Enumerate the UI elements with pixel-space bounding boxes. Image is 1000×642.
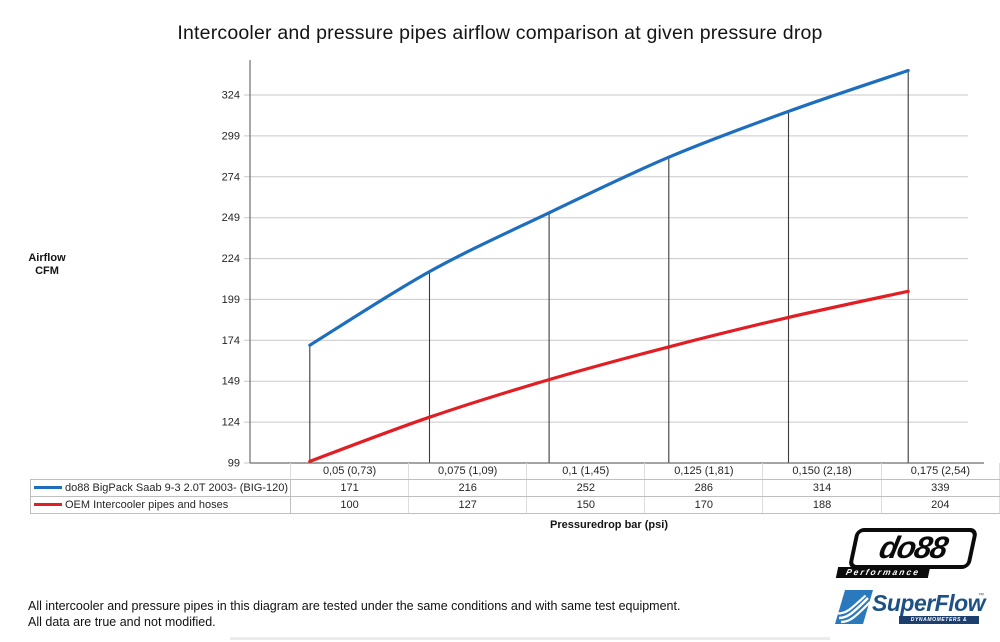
x-category-row: 0,05 (0,73) 0,075 (1,09) 0,1 (1,45) 0,125 (… (31, 463, 1000, 480)
footer-line1: All intercooler and pressure pipes in th… (28, 599, 681, 613)
y-tick-label: 149 (222, 376, 240, 388)
data-table: 0,05 (0,73) 0,075 (1,09) 0,1 (1,45) 0,125 (… (30, 463, 1000, 514)
chart-title: Intercooler and pressure pipes airflow c… (177, 22, 823, 44)
y-tick-label: 174 (222, 335, 240, 347)
footer-line2: All data are true and not modified. (28, 614, 216, 629)
superflow-tagline: DYNAMOMETERS & FLOWBENCHES (899, 616, 979, 624)
x-category-cell: 0,150 (2,18) (762, 463, 882, 480)
value-cell: 170 (644, 496, 764, 514)
table-corner-blank (31, 463, 291, 480)
footer-note: All intercooler and pressure pipes in th… (28, 599, 680, 630)
bottom-artifact-line (230, 637, 830, 640)
value-cell: 171 (289, 479, 410, 497)
legend-series-name: OEM Intercooler pipes and hoses (65, 499, 229, 511)
superflow-logo-text: SuperFlow (872, 590, 986, 616)
value-cell: 216 (408, 479, 528, 497)
y-tick-label: 99 (228, 458, 240, 470)
y-axis-title-line1: Airflow (28, 252, 66, 264)
do88-logo-text: do88 (876, 530, 951, 565)
y-tick-label: 274 (222, 171, 240, 183)
y-tick-label: 299 (222, 130, 240, 142)
value-cell: 188 (762, 496, 882, 514)
value-cell: 339 (880, 479, 1000, 497)
x-axis-title: Pressuredrop bar (psi) (550, 519, 668, 531)
legend-cell: do88 BigPack Saab 9-3 2.0T 2003- (BIG-12… (30, 479, 291, 497)
superflow-trademark: ™ (978, 593, 984, 599)
y-tick-label: 324 (222, 90, 240, 102)
legend-series-name: do88 BigPack Saab 9-3 2.0T 2003- (BIG-12… (65, 482, 288, 494)
x-category-cell: 0,05 (0,73) (289, 463, 410, 480)
legend-cell: OEM Intercooler pipes and hoses (30, 496, 291, 514)
value-cell: 100 (289, 496, 410, 514)
table-row: do88 BigPack Saab 9-3 2.0T 2003- (BIG-12… (30, 479, 1000, 497)
legend-line-swatch (34, 485, 62, 489)
y-tick-label: 249 (222, 212, 240, 224)
value-cell: 252 (526, 479, 646, 497)
y-tick-label: 224 (222, 253, 240, 265)
series-line-oem (308, 289, 910, 463)
do88-logo-box: do88 (847, 528, 979, 569)
value-cell: 286 (644, 479, 764, 497)
x-category-cell: 0,175 (2,54) (880, 463, 1000, 480)
do88-logo: do88 Performance (835, 527, 983, 579)
legend-line-swatch (34, 502, 62, 506)
y-axis-title-line2: CFM (35, 265, 59, 277)
superflow-logo: SuperFlow ™ DYNAMOMETERS & FLOWBENCHES (835, 589, 990, 629)
series-line-do88 (308, 68, 910, 347)
x-category-cell: 0,075 (1,09) (408, 463, 528, 480)
table-row: OEM Intercooler pipes and hoses 100 127 150… (30, 496, 1000, 514)
y-axis-title: Airflow CFM (14, 252, 80, 278)
do88-logo-tagline: Performance (845, 567, 922, 578)
value-cell: 314 (762, 479, 882, 497)
value-cell: 127 (408, 496, 528, 514)
value-cell: 204 (880, 496, 1000, 514)
x-category-cell: 0,1 (1,45) (526, 463, 646, 480)
value-cell: 150 (526, 496, 646, 514)
x-category-cell: 0,125 (1,81) (644, 463, 764, 480)
y-tick-label: 199 (222, 294, 240, 306)
do88-logo-tagline-bar: Performance (835, 567, 931, 578)
superflow-wave-icon (835, 590, 873, 624)
y-tick-label: 124 (222, 417, 240, 429)
